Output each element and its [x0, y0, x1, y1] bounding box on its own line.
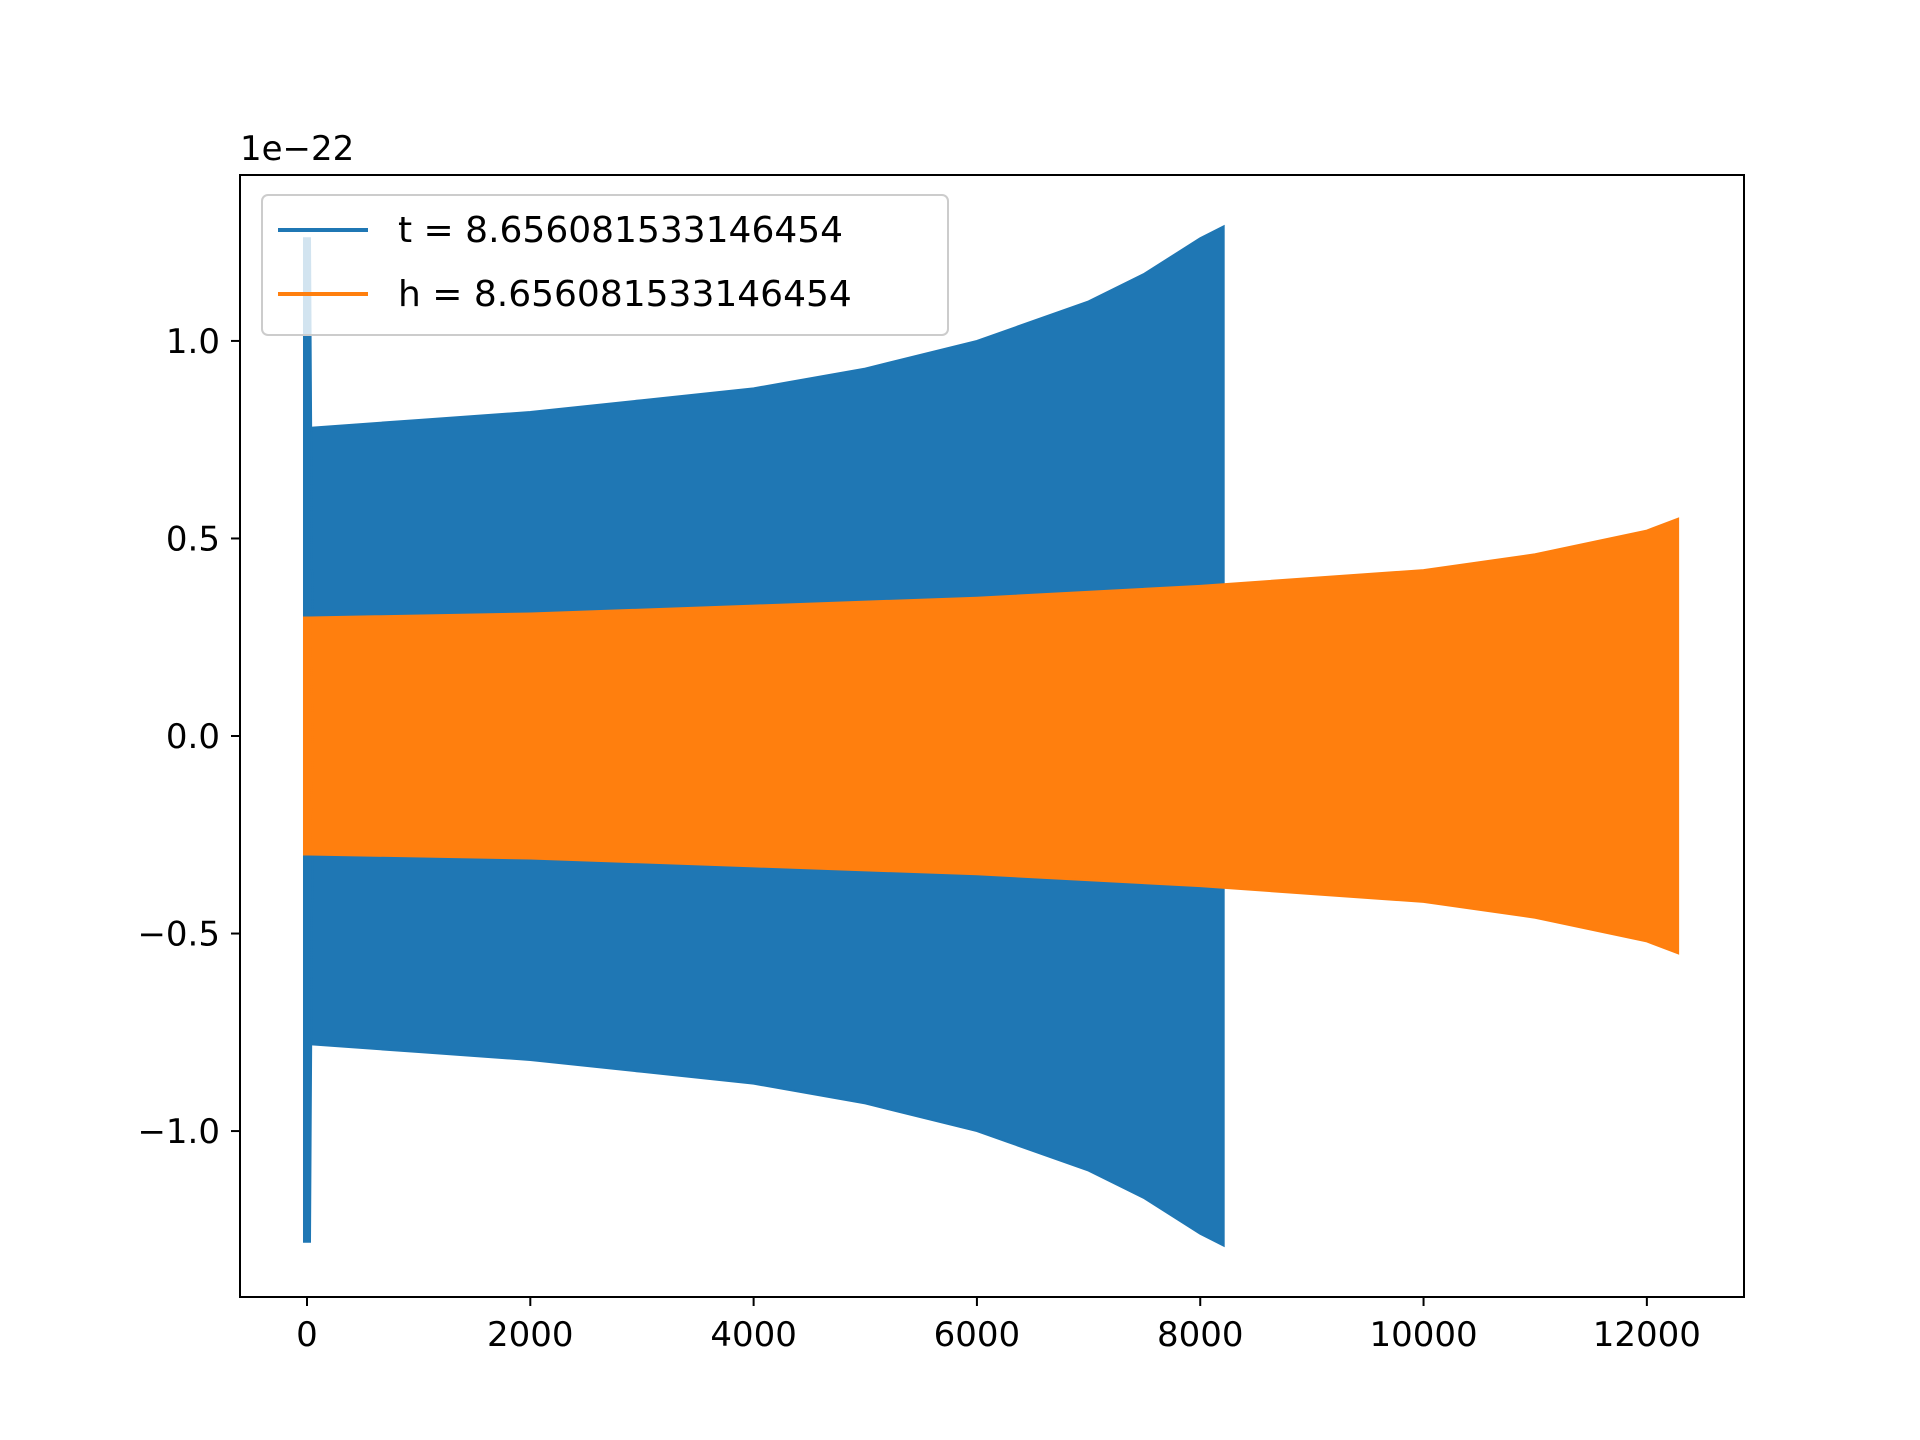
legend-label-1: t = 8.656081533146454 [398, 210, 843, 251]
x-axis: 0 2000 4000 6000 8000 10000 12000 [296, 1297, 1701, 1355]
legend-box [261, 194, 949, 336]
x-tick-label: 10000 [1369, 1315, 1477, 1355]
y-tick-label: 1.0 [166, 322, 220, 362]
y-tick-label: 0.0 [166, 717, 220, 757]
legend-label-2: h = 8.656081533146454 [398, 274, 852, 315]
y-tick-label: −0.5 [137, 915, 220, 955]
x-tick-label: 4000 [710, 1315, 797, 1355]
x-tick-label: 0 [296, 1315, 318, 1355]
x-tick-label: 12000 [1593, 1315, 1701, 1355]
legend: t = 8.656081533146454 h = 8.6560815331464… [261, 194, 949, 336]
y-tick-label: −1.0 [137, 1112, 220, 1152]
x-tick-label: 2000 [487, 1315, 574, 1355]
y-axis-offset-label: 1e−22 [240, 129, 354, 169]
x-tick-label: 6000 [934, 1315, 1021, 1355]
series-layer [302, 224, 1680, 1248]
x-tick-label: 8000 [1157, 1315, 1244, 1355]
series-2-start-spike [302, 616, 314, 856]
y-axis: −1.0 −0.5 0.0 0.5 1.0 [137, 322, 240, 1152]
series-2-oscillation-band [308, 517, 1680, 955]
y-tick-label: 0.5 [166, 519, 220, 559]
series-2 [302, 517, 1680, 955]
